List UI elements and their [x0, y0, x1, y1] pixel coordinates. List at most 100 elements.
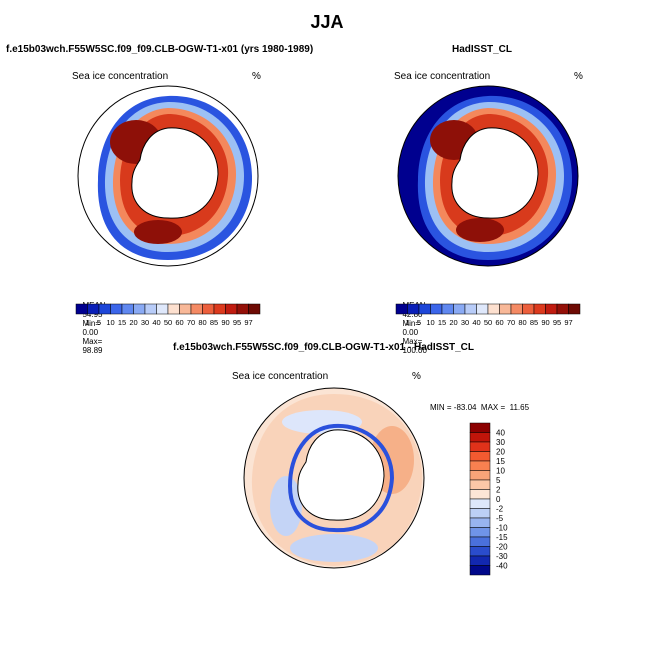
panel-1-colorbar-swatch [190, 303, 203, 315]
diff-colorbar-swatch [469, 517, 491, 528]
diff-colorbar-label: -30 [496, 552, 508, 561]
panel-2-colorbar-label: 60 [495, 318, 503, 327]
diff-colorbar-label: 20 [496, 448, 505, 457]
panel-1-colorbar-swatch [179, 303, 192, 315]
diff-colorbar-label: 0 [496, 495, 501, 504]
panel-2-colorbar-label: 15 [438, 318, 446, 327]
panel-2-colorbar-swatch [441, 303, 454, 315]
panel-1-colorbar-swatch [236, 303, 249, 315]
diff-colorbar-label: -20 [496, 543, 508, 552]
panel-1-colorbar-swatch [133, 303, 146, 315]
panel-1-colorbar-label: 50 [164, 318, 172, 327]
panel-1-colorbar-label: 30 [141, 318, 149, 327]
diff-colorbar-swatch [469, 527, 491, 538]
panel-1-variable: Sea ice concentration [72, 71, 169, 82]
diff-panel-map [243, 387, 425, 569]
panel-2-colorbar-label: 10 [426, 318, 434, 327]
panel-2-colorbar-label: 40 [472, 318, 480, 327]
panel-2-colorbar-swatch [453, 303, 466, 315]
diff-colorbar-label: -15 [496, 533, 508, 542]
panel-2-colorbar-swatch [499, 303, 512, 315]
panel-1-colorbar-label: 97 [244, 318, 252, 327]
panel-1-colorbar-swatch [213, 303, 226, 315]
diff-colorbar-swatch [469, 470, 491, 481]
diff-panel-variable: Sea ice concentration [232, 371, 329, 382]
panel-2-colorbar-label: 95 [553, 318, 561, 327]
panel-2-colorbar-swatch [533, 303, 546, 315]
panel-2-colorbar-swatch [476, 303, 489, 315]
panel-2-title: HadISST_CL [452, 44, 513, 55]
panel-1-colorbar-swatch [121, 303, 134, 315]
panel-2-colorbar-swatch [522, 303, 535, 315]
panel-2-colorbar-label: 1 [405, 318, 409, 327]
panel-1-units: % [252, 71, 261, 82]
panel-2-colorbar-swatch [418, 303, 431, 315]
diff-colorbar-label: 5 [496, 476, 501, 485]
panel-2-colorbar-label: 5 [417, 318, 421, 327]
diff-colorbar-label: 2 [496, 486, 501, 495]
diff-colorbar-label: 15 [496, 457, 505, 466]
panel-2-colorbar-label: 30 [461, 318, 469, 327]
diff-colorbar-label: 30 [496, 438, 505, 447]
diff-colorbar-swatch [469, 536, 491, 547]
panel-2-units: % [574, 71, 583, 82]
panel-2-colorbar-label: 20 [449, 318, 457, 327]
diff-colorbar-swatch [469, 432, 491, 443]
panel-2-colorbar-swatch [510, 303, 523, 315]
panel-1-colorbar-label: 15 [118, 318, 126, 327]
panel-1-colorbar-label: 5 [97, 318, 101, 327]
panel-1-colorbar-label: 60 [175, 318, 183, 327]
panel-1-colorbar-swatch [225, 303, 238, 315]
panel-1-colorbar-swatch [156, 303, 169, 315]
panel-1-min: 0.00 [82, 328, 99, 337]
diff-colorbar-swatch [469, 441, 491, 452]
diff-colorbar-label: -10 [496, 524, 508, 533]
panel-1-max-label: Max= [82, 337, 103, 346]
panel-2-colorbar-swatch [430, 303, 443, 315]
panel-2-colorbar-label: 85 [530, 318, 538, 327]
panel-1-colorbar-label: 10 [106, 318, 114, 327]
diff-colorbar-swatch [469, 508, 491, 519]
panel-1-max: 98.89 [82, 346, 103, 355]
panel-2-colorbar-label: 90 [541, 318, 549, 327]
diff-colorbar-swatch [469, 451, 491, 462]
panel-2-min: 0.00 [402, 328, 419, 337]
diff-colorbar-swatch [469, 546, 491, 557]
panel-1-map [77, 85, 259, 267]
panel-1-colorbar-swatch [87, 303, 100, 315]
panel-1-colorbar-label: 85 [210, 318, 218, 327]
panel-1-colorbar: 1 5 10 15 20 30 40 50 60 70 80 85 90 95 97 [75, 303, 261, 327]
diff-colorbar-label: 40 [496, 429, 505, 438]
diff-panel-title: f.e15b03wch.F55W5SC.f09_f09.CLB-OGW-T1-x… [173, 342, 474, 353]
panel-2-mean: 42.80 [402, 310, 423, 319]
panel-1-colorbar-label: 20 [129, 318, 137, 327]
panel-1-colorbar-label: 40 [152, 318, 160, 327]
panel-2-colorbar-swatch [487, 303, 500, 315]
panel-2-colorbar-label: 80 [518, 318, 526, 327]
panel-1-colorbar-label: 95 [233, 318, 241, 327]
panel-1-mean: 54.95 [82, 310, 103, 319]
panel-1-min-label: Min= [82, 319, 101, 328]
diff-colorbar-swatch [469, 498, 491, 509]
panel-1-colorbar-swatch [167, 303, 180, 315]
panel-2-colorbar-label: 97 [564, 318, 572, 327]
panel-2-colorbar-swatch [556, 303, 569, 315]
diff-colorbar-label: -2 [496, 505, 504, 514]
panel-1-colorbar-label: 80 [198, 318, 206, 327]
diff-colorbar-label: 10 [496, 467, 505, 476]
panel-2-colorbar-label: 70 [507, 318, 515, 327]
diff-colorbar-swatch [469, 460, 491, 471]
panel-1-colorbar-swatch [202, 303, 215, 315]
panel-2-map [397, 85, 579, 267]
panel-1-colorbar-swatch [98, 303, 111, 315]
panel-2-min-label: Min= [402, 319, 421, 328]
panel-1-title: f.e15b03wch.F55W5SC.f09_f09.CLB-OGW-T1-x… [6, 44, 314, 55]
diff-colorbar-swatch [469, 489, 491, 500]
panel-1-colorbar-swatch [75, 303, 88, 315]
diff-colorbar-swatch [469, 555, 491, 566]
panel-1-colorbar-label: 1 [85, 318, 89, 327]
panel-1-colorbar-swatch [110, 303, 123, 315]
diff-colorbar-swatch [469, 565, 491, 576]
panel-2-colorbar-swatch [407, 303, 420, 315]
